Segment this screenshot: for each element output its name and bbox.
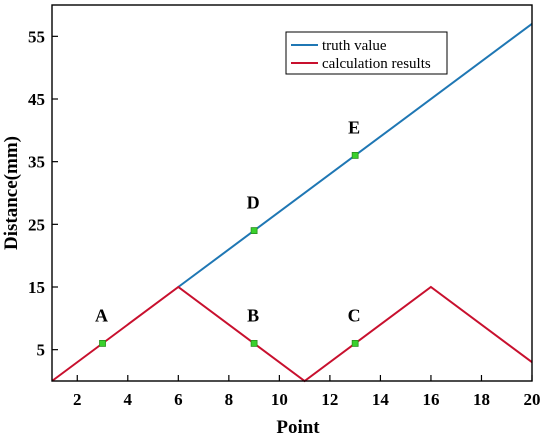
y-tick-label-45: 45: [28, 90, 45, 109]
y-tick-label-25: 25: [28, 215, 45, 234]
point-label-b: B: [247, 305, 259, 325]
axes-layer: 2 4 6 8 10 12 14 16 18 20 5 15 25 35 45 55 Point Distance…: [1, 4, 541, 438]
x-tick-label-2: 2: [73, 390, 82, 409]
marker-point-e: [351, 151, 359, 159]
legend-box: [285, 31, 448, 75]
legend-label-1: calculation results: [322, 56, 431, 72]
marker-point-c: [351, 339, 359, 347]
y-tick-label-15: 15: [28, 278, 45, 297]
marker-point-d: [250, 227, 258, 235]
plot-layer: A B C D E: [51, 22, 533, 383]
series-line-1: [51, 285, 533, 383]
plot-frame: [51, 4, 533, 382]
legend-label-0: truth value: [322, 38, 387, 54]
marker-point-b: [250, 339, 258, 347]
y-axis-title: Distance(mm): [1, 136, 22, 250]
x-tick-label-10: 10: [271, 390, 288, 409]
x-tick-label-4: 4: [124, 390, 133, 409]
y-tick-label-35: 35: [28, 153, 45, 172]
x-tick-label-18: 18: [473, 390, 490, 409]
point-label-c: C: [348, 305, 361, 325]
y-tick-label-55: 55: [28, 27, 45, 46]
point-label-e: E: [348, 117, 360, 137]
x-tick-label-16: 16: [422, 390, 439, 409]
x-axis-title: Point: [276, 417, 320, 438]
point-label-a: A: [95, 305, 108, 325]
legend: truth value calculation results: [285, 31, 448, 75]
point-label-d: D: [247, 193, 260, 213]
x-tick-label-12: 12: [321, 390, 338, 409]
y-tick-label-5: 5: [37, 341, 46, 360]
x-tick-label-14: 14: [372, 390, 390, 409]
x-tick-label-8: 8: [225, 390, 234, 409]
marker-point-a: [99, 339, 106, 347]
x-tick-label-6: 6: [174, 390, 183, 409]
x-tick-label-20: 20: [524, 390, 541, 409]
